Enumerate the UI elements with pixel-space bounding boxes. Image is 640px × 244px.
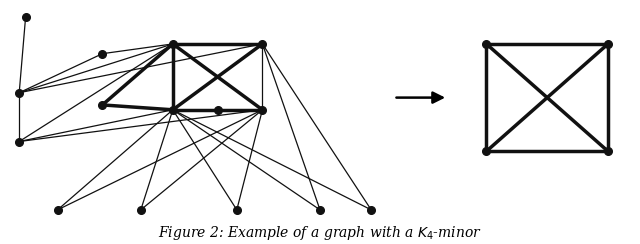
- Text: Figure 2: Example of a graph with a $K_4$-minor: Figure 2: Example of a graph with a $K_4…: [158, 224, 482, 242]
